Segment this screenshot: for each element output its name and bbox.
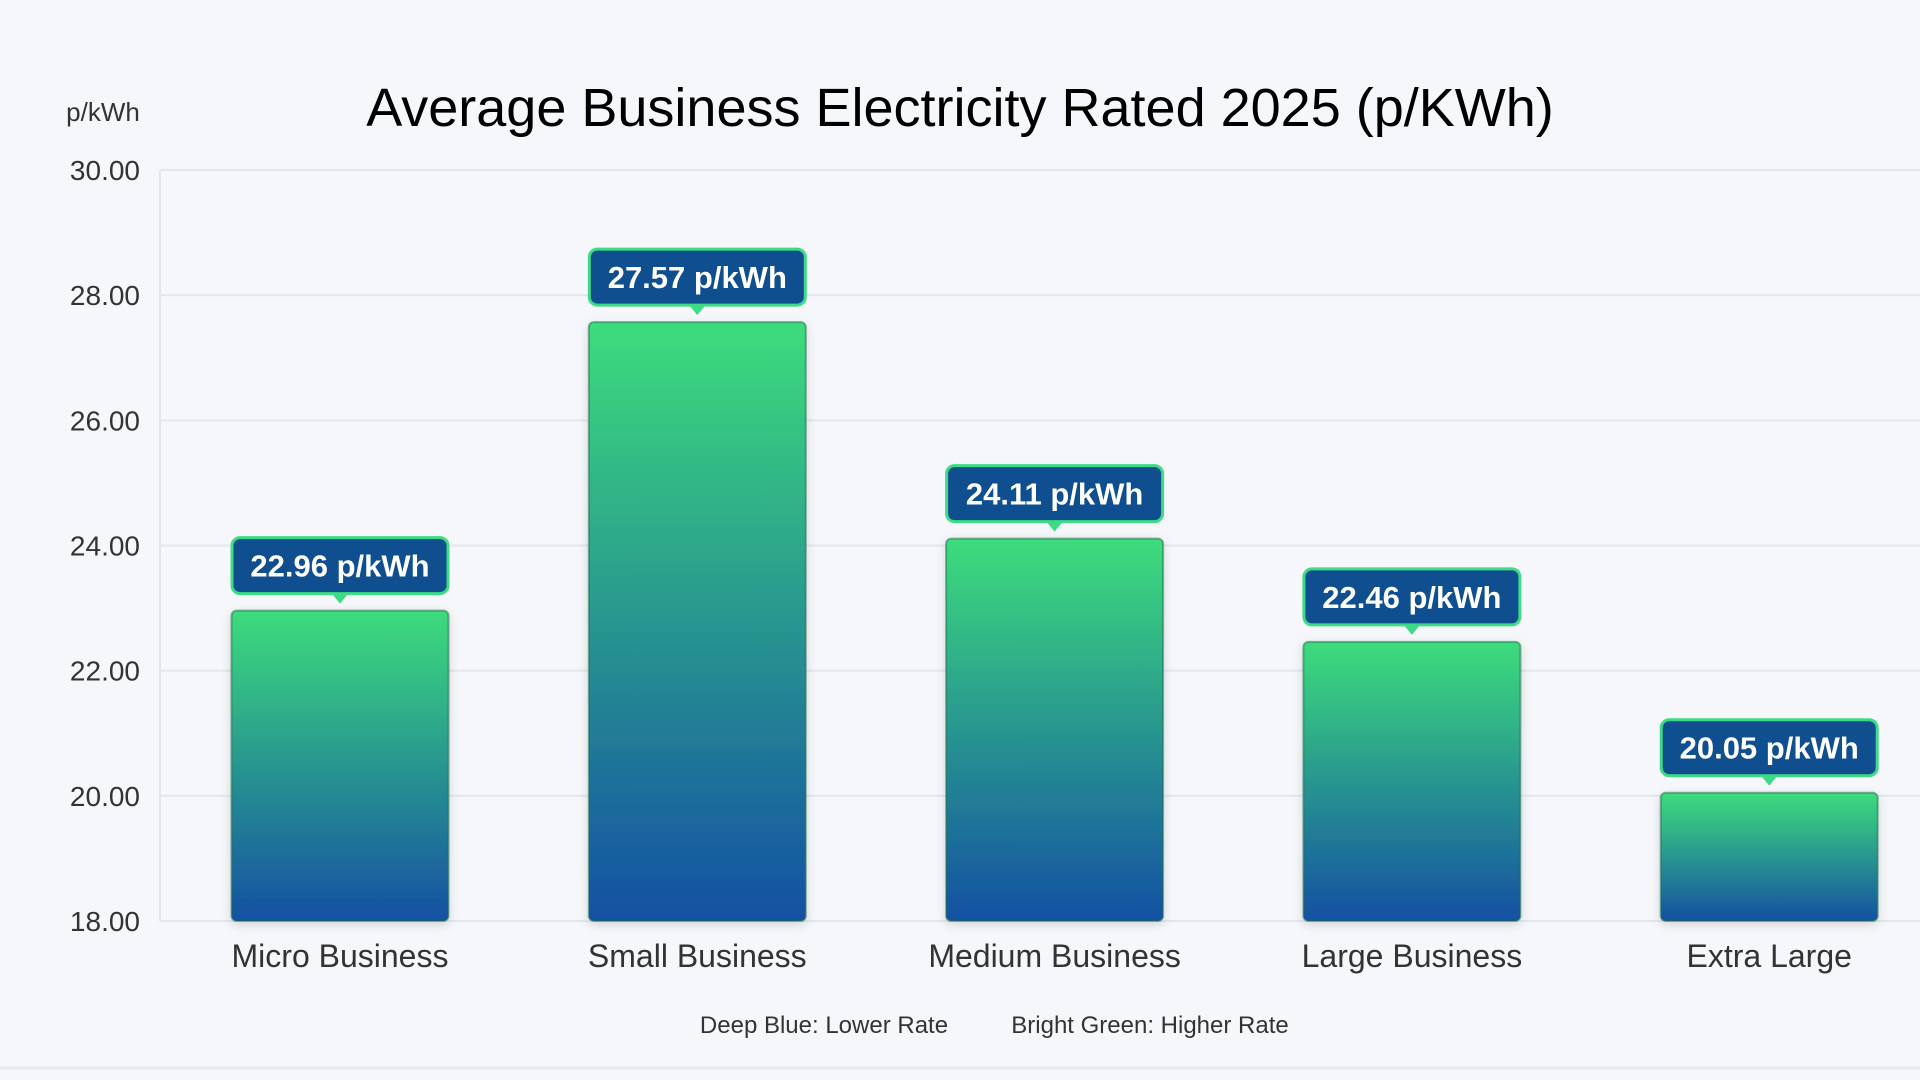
data-label-pointer [1402,623,1421,635]
data-label-text: 24.11 p/kWh [966,477,1143,512]
x-tick-label: Large Business [1302,938,1523,974]
data-label: 20.05 p/kWh [1659,718,1879,786]
bar [230,609,450,922]
data-label-text: 20.05 p/kWh [1680,731,1859,766]
data-label: 22.46 p/kWh [1302,567,1522,635]
y-tick-label: 28.00 [70,280,140,311]
x-tick-label: Micro Business [232,938,449,974]
x-tick-label: Medium Business [928,938,1181,974]
bar [1659,791,1879,922]
bar [1302,640,1522,923]
data-label-pointer [1045,520,1064,532]
data-label-pointer [331,592,349,604]
y-tick-label: 18.00 [70,906,140,937]
data-label-pointer [1760,774,1779,786]
bar [587,321,807,922]
bar [945,537,1165,922]
x-tick-label: Extra Large [1686,938,1851,974]
data-label-text: 22.46 p/kWh [1322,580,1501,615]
data-label-text: 27.57 p/kWh [608,260,787,295]
y-tick-label: 20.00 [70,781,140,812]
legend-item-higher: Bright Green: Higher Rate [1011,1012,1288,1039]
data-label: 22.96 p/kWh [230,536,450,604]
y-tick-label: 24.00 [70,531,140,562]
chart-title: Average Business Electricity Rated 2025 … [366,78,1554,138]
legend-item-lower: Deep Blue: Lower Rate [700,1012,948,1039]
data-label: 24.11 p/kWh [945,464,1165,532]
y-tick-label: 30.00 [70,155,140,186]
y-tick-label: 26.00 [70,405,140,436]
x-tick-label: Small Business [588,938,807,974]
data-label-text: 22.96 p/kWh [250,549,429,584]
data-label-pointer [688,304,707,316]
data-label: 27.57 p/kWh [587,247,807,316]
y-axis-label: p/kWh [66,97,140,127]
y-tick-label: 22.00 [70,656,140,687]
